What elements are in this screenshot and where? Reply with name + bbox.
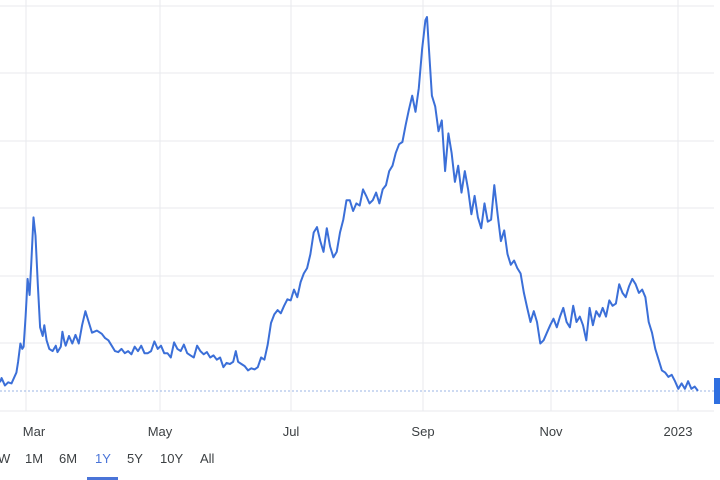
range-5y-button[interactable]: 5Y: [127, 451, 143, 466]
range-1m-button[interactable]: 1M: [25, 451, 44, 466]
range-all-button[interactable]: All: [200, 451, 215, 466]
x-tick-label: Sep: [411, 424, 434, 439]
x-tick-label: May: [148, 424, 173, 439]
price-chart: Mar May Jul Sep Nov 2023: [0, 0, 714, 439]
x-tick-label: Mar: [23, 424, 46, 439]
range-10y-button[interactable]: 10Y: [160, 451, 184, 466]
series-line: [0, 16, 699, 392]
range-1y-button[interactable]: 1Y: [95, 451, 111, 466]
x-axis-ticks: Mar May Jul Sep Nov 2023: [23, 424, 693, 439]
x-tick-label: Nov: [539, 424, 563, 439]
x-tick-label: Jul: [283, 424, 300, 439]
range-6m-button[interactable]: 6M: [59, 451, 78, 466]
last-value-marker: [714, 378, 720, 404]
x-tick-label: 2023: [664, 424, 693, 439]
active-range-underline: [87, 477, 118, 480]
range-w-button[interactable]: W: [0, 451, 11, 466]
chart-grid: [0, 0, 714, 412]
range-selector: W 1M 6M 1Y 5Y 10Y All: [0, 440, 720, 480]
